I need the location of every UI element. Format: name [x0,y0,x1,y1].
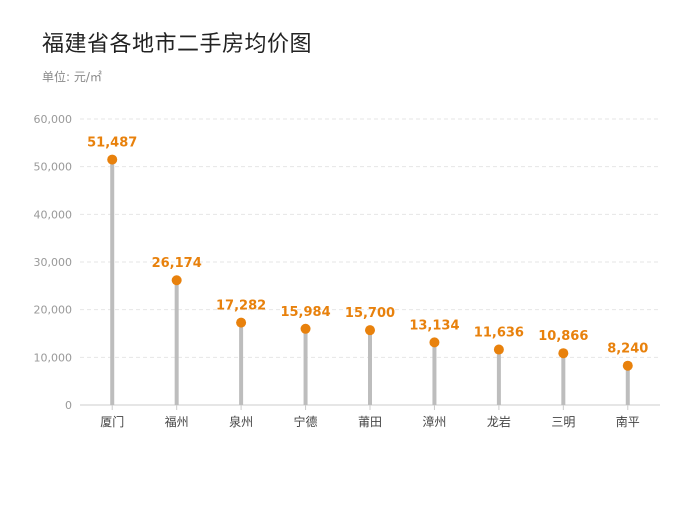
data-label: 10,866 [538,329,588,344]
label-layer: 51,487 26,174 17,282 15,984 15,700 13,134 11,6… [87,136,648,357]
data-label: 13,134 [409,318,459,333]
lollipop-marker[interactable] [236,317,247,328]
lollipop-marker[interactable] [365,325,375,336]
grid-layer [80,118,660,358]
marker-layer [107,154,633,371]
x-tick-label: 泉州 [229,415,253,429]
axis-layer: 0 10,000 20,000 30,000 40,000 50,000 60,000 厦门 福… [34,113,660,429]
lollipop-marker[interactable] [300,323,311,334]
data-label: 26,174 [152,256,202,271]
y-tick-label: 30,000 [34,256,73,269]
y-tick-label: 40,000 [34,208,73,221]
lollipop-marker[interactable] [171,275,182,286]
data-label: 17,282 [216,299,266,314]
chart-subtitle: 单位: 元/㎡ [42,70,102,84]
lollipop-marker[interactable] [107,154,118,165]
x-tick-label: 三明 [551,415,575,429]
y-tick-label: 20,000 [34,304,73,317]
lollipop-marker[interactable] [622,360,633,371]
chart-title: 福建省各地市二手房均价图 [42,32,313,57]
x-tick-label: 漳州 [422,414,446,429]
data-label: 15,700 [345,306,395,321]
x-tick-label: 南平 [616,414,640,429]
lollipop-marker[interactable] [429,337,440,348]
y-tick-label: 60,000 [34,113,73,126]
x-tick-label: 福州 [165,414,189,429]
y-tick-label: 50,000 [34,161,73,174]
stem-layer [110,159,630,405]
x-tick-label: 龙岩 [487,414,511,429]
x-tick-label: 厦门 [100,414,124,429]
data-label: 11,636 [474,326,524,341]
lollipop-marker[interactable] [558,348,569,359]
x-tick-label: 宁德 [294,414,318,429]
data-label: 51,487 [87,136,137,151]
y-tick-label: 0 [65,399,72,412]
lollipop-marker[interactable] [493,344,504,355]
data-label: 8,240 [607,342,648,357]
y-tick-label: 10,000 [34,351,73,364]
x-tick-label: 莆田 [358,415,382,429]
data-label: 15,984 [280,305,330,320]
